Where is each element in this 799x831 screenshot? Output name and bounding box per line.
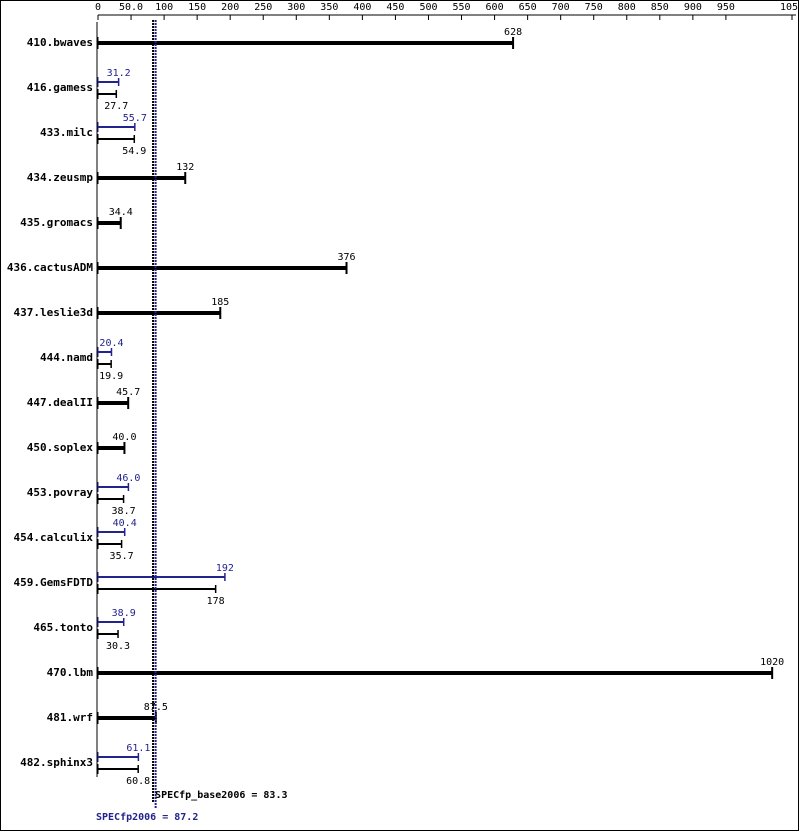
x-tick-label: 100 (155, 2, 173, 13)
x-tick-label: 250 (254, 2, 272, 13)
x-tick-label: 400 (353, 2, 371, 13)
summary-label: SPECfp_base2006 = 83.3 (155, 790, 287, 801)
bar (98, 543, 122, 545)
category-label: 435.gromacs (20, 216, 93, 229)
x-tick-label: 150 (188, 2, 206, 13)
bar (98, 633, 119, 635)
value-label: 46.0 (116, 473, 140, 484)
value-label: 1020 (760, 657, 784, 668)
category-label: 453.povray (27, 486, 94, 499)
x-tick-label: 600 (486, 2, 504, 13)
category-label: 481.wrf (47, 711, 93, 724)
category-label: 444.namd (40, 351, 93, 364)
x-tick-label: 50.0 (119, 2, 143, 13)
category-label: 436.cactusADM (7, 261, 93, 274)
value-label: 61.1 (126, 743, 150, 754)
bar (98, 311, 221, 315)
value-label: 31.2 (107, 68, 131, 79)
category-label: 465.tonto (33, 621, 93, 634)
value-label: 45.7 (116, 387, 140, 398)
value-label: 27.7 (104, 101, 128, 112)
category-label: 482.sphinx3 (20, 756, 93, 769)
x-tick-label: 450 (386, 2, 404, 13)
value-label: 20.4 (99, 338, 123, 349)
bar (98, 126, 135, 128)
bar (98, 446, 125, 450)
x-tick-label: 300 (287, 2, 305, 13)
bar (98, 671, 773, 675)
category-label: 437.leslie3d (14, 306, 93, 319)
x-tick-label: 650 (519, 2, 537, 13)
value-label: 34.4 (109, 207, 133, 218)
category-label: 410.bwaves (27, 36, 93, 49)
bar (98, 401, 129, 405)
x-tick-label: 350 (320, 2, 338, 13)
x-tick-label: 850 (651, 2, 669, 13)
value-label: 54.9 (122, 146, 146, 157)
x-tick-label: 800 (618, 2, 636, 13)
x-tick-label: 200 (221, 2, 239, 13)
x-tick-label: 550 (452, 2, 470, 13)
category-label: 459.GemsFDTD (14, 576, 94, 589)
x-tick-label: 700 (552, 2, 570, 13)
value-label: 60.8 (126, 776, 150, 787)
bar (98, 41, 514, 45)
bar (98, 531, 125, 533)
bar (98, 363, 112, 365)
value-label: 185 (211, 297, 229, 308)
category-label: 470.lbm (47, 666, 94, 679)
bar (98, 576, 225, 578)
category-label: 447.dealII (27, 396, 93, 409)
value-label: 38.7 (112, 506, 136, 517)
bar (98, 768, 139, 770)
value-label: 35.7 (110, 551, 134, 562)
value-label: 30.3 (106, 641, 130, 652)
x-tick-label: 0 (95, 2, 101, 13)
x-tick-label: 900 (684, 2, 702, 13)
x-tick-label: 750 (585, 2, 603, 13)
bar (98, 486, 129, 488)
x-tick-label: 950 (717, 2, 735, 13)
bar (98, 351, 112, 353)
bar (98, 93, 117, 95)
value-label: 628 (504, 27, 522, 38)
bar (98, 266, 347, 270)
x-tick-label: 1050 (780, 2, 799, 13)
category-label: 434.zeusmp (27, 171, 94, 184)
value-label: 38.9 (112, 608, 136, 619)
value-label: 192 (216, 563, 234, 574)
bar (98, 716, 156, 720)
value-label: 132 (176, 162, 194, 173)
category-label: 433.milc (40, 126, 93, 139)
value-label: 178 (207, 596, 225, 607)
bar (98, 221, 121, 225)
category-label: 450.soplex (27, 441, 94, 454)
bar (98, 756, 139, 758)
bar (98, 621, 124, 623)
bar (98, 176, 186, 180)
category-label: 454.calculix (14, 531, 94, 544)
category-label: 416.gamess (27, 81, 93, 94)
value-label: 40.0 (112, 432, 136, 443)
summary-label: SPECfp2006 = 87.2 (96, 812, 198, 823)
value-label: 55.7 (123, 113, 147, 124)
bar (98, 138, 135, 140)
value-label: 376 (337, 252, 355, 263)
bar (98, 588, 216, 590)
bar (98, 498, 124, 500)
value-label: 40.4 (113, 518, 137, 529)
bar (98, 81, 119, 83)
x-tick-label: 500 (419, 2, 437, 13)
value-label: 19.9 (99, 371, 123, 382)
